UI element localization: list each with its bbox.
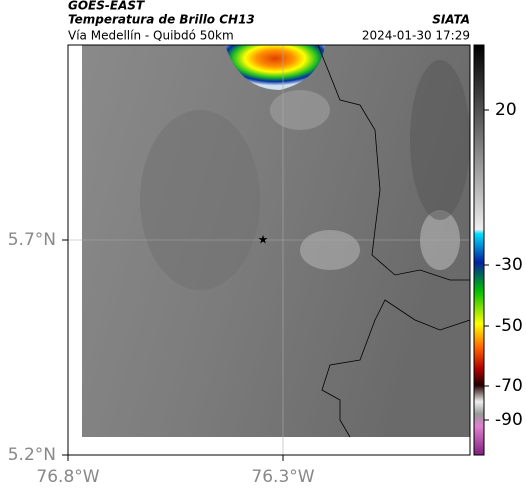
map: ★ — [67, 44, 471, 456]
colorbar-label: 20 — [495, 100, 517, 120]
colorbar — [473, 44, 485, 456]
svg-text:★: ★ — [258, 233, 269, 247]
lon-label: 76.3°W — [251, 467, 314, 487]
lat-label: 5.2°N — [8, 445, 56, 465]
lon-label: 76.8°W — [36, 467, 99, 487]
region: Vía Medellín - Quibdó 50km — [68, 29, 234, 43]
source: SIATA — [432, 13, 470, 27]
colorbar-label: -30 — [495, 255, 523, 275]
lat-label: 5.7°N — [8, 230, 56, 250]
subtitle: Temperatura de Brillo CH13 — [68, 13, 255, 27]
colorbar-label: -50 — [495, 316, 523, 336]
colorbar-label: -70 — [495, 376, 523, 396]
title: GOES-EAST — [68, 0, 145, 13]
colorbar-label: -90 — [495, 410, 523, 430]
datetime: 2024-01-30 17:29 — [362, 29, 470, 43]
